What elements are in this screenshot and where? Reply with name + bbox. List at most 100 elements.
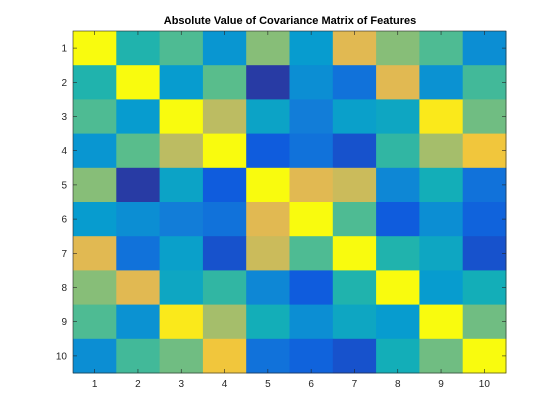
y-tick-label: 1 xyxy=(61,44,67,55)
heatmap-cell xyxy=(376,236,420,271)
heatmap-cell xyxy=(332,304,377,340)
heatmap-cell xyxy=(462,304,507,340)
heatmap-cell xyxy=(202,270,247,306)
heatmap-cell xyxy=(159,236,204,271)
heatmap-cell xyxy=(332,202,377,237)
heatmap-cell xyxy=(116,65,161,100)
heatmap-cell xyxy=(462,65,507,100)
heatmap-cell xyxy=(376,31,420,66)
heatmap-cell xyxy=(332,270,377,306)
heatmap-cell xyxy=(116,31,161,66)
x-tick-label: 2 xyxy=(135,379,141,390)
heatmap-cell xyxy=(202,133,247,169)
heatmap-cell xyxy=(462,338,507,374)
heatmap-cell xyxy=(419,99,464,135)
heatmap-cell xyxy=(202,99,247,135)
heatmap-cell xyxy=(246,65,290,100)
heatmap-cell xyxy=(202,304,247,340)
chart-title: Absolute Value of Covariance Matrix of F… xyxy=(164,15,416,27)
heatmap-cell xyxy=(159,133,204,169)
y-tick-label: 5 xyxy=(61,180,67,191)
heatmap-cell xyxy=(419,338,464,374)
heatmap-cell xyxy=(376,338,420,374)
heatmap-cell xyxy=(376,304,420,340)
heatmap-cell xyxy=(462,270,507,306)
y-tick-label: 8 xyxy=(61,283,67,294)
y-tick-label: 3 xyxy=(61,112,67,123)
heatmap-cell xyxy=(376,65,420,100)
heatmap-cell xyxy=(289,236,334,271)
heatmap-cell xyxy=(332,133,377,169)
heatmap-cell xyxy=(419,236,464,271)
heatmap-cell xyxy=(202,202,247,237)
y-tick-label: 10 xyxy=(56,351,68,362)
y-tick-label: 6 xyxy=(61,215,67,226)
heatmap-cell xyxy=(73,65,117,100)
heatmap-cell xyxy=(289,133,334,169)
y-tick-label: 2 xyxy=(61,78,67,89)
heatmap-cell xyxy=(462,236,507,271)
heatmap-cell xyxy=(246,167,290,203)
heatmap-cell xyxy=(419,167,464,203)
heatmap-cell xyxy=(202,167,247,203)
heatmap-cell xyxy=(116,270,161,306)
heatmap-cell xyxy=(159,167,204,203)
heatmap-cell xyxy=(462,133,507,169)
heatmap-cell xyxy=(376,202,420,237)
heatmap-cell xyxy=(289,202,334,237)
x-tick-label: 9 xyxy=(438,379,444,390)
y-tick-label: 7 xyxy=(61,249,67,260)
heatmap-cell xyxy=(246,133,290,169)
heatmap-cell xyxy=(202,338,247,374)
heatmap-cell xyxy=(246,99,290,135)
x-tick-label: 1 xyxy=(92,379,98,390)
heatmap-cell xyxy=(246,270,290,306)
heatmap-cell xyxy=(289,65,334,100)
heatmap-cell xyxy=(159,31,204,66)
heatmap-cell xyxy=(462,99,507,135)
x-tick-label: 3 xyxy=(178,379,184,390)
heatmap-cell xyxy=(73,236,117,271)
heatmap-cell xyxy=(462,202,507,237)
heatmap-cell xyxy=(73,270,117,306)
heatmap-cell xyxy=(289,270,334,306)
heatmap-cell xyxy=(159,202,204,237)
heatmap-cell xyxy=(419,31,464,66)
x-tick-label: 10 xyxy=(479,379,491,390)
heatmap-cell xyxy=(376,133,420,169)
axes-frame xyxy=(72,30,507,374)
heatmap-cell xyxy=(246,202,290,237)
heatmap-cell xyxy=(332,65,377,100)
heatmap-cell xyxy=(159,270,204,306)
x-tick-label: 7 xyxy=(352,379,358,390)
heatmap-cell xyxy=(246,31,290,66)
tick-labels: 1 2 3 4 5 6 7 8 9 10 1 2 3 4 5 6 7 8 9 10 xyxy=(56,44,490,390)
heatmap-cell xyxy=(419,202,464,237)
heatmap-cell xyxy=(159,65,204,100)
heatmap-cell xyxy=(159,99,204,135)
heatmap-cell xyxy=(289,167,334,203)
heatmap-cell xyxy=(246,304,290,340)
heatmap-cell xyxy=(202,236,247,271)
heatmap-cell xyxy=(73,133,117,169)
heatmap-cell xyxy=(246,338,290,374)
heatmap-cell xyxy=(116,133,161,169)
heatmap-cell xyxy=(202,65,247,100)
heatmap-cell xyxy=(332,236,377,271)
heatmap-cell xyxy=(116,167,161,203)
heatmap-cell xyxy=(73,31,117,66)
heatmap-cell xyxy=(376,167,420,203)
x-tick-label: 8 xyxy=(395,379,401,390)
heatmap-cell xyxy=(462,31,507,66)
heatmap-cell xyxy=(289,304,334,340)
heatmap-cell xyxy=(116,304,161,340)
heatmap-cell xyxy=(73,99,117,135)
heatmap-cells xyxy=(73,31,507,374)
x-tick-label: 5 xyxy=(265,379,271,390)
heatmap-cell xyxy=(332,99,377,135)
axis-ticks xyxy=(73,31,506,373)
heatmap-cell xyxy=(332,338,377,374)
heatmap-cell xyxy=(289,338,334,374)
